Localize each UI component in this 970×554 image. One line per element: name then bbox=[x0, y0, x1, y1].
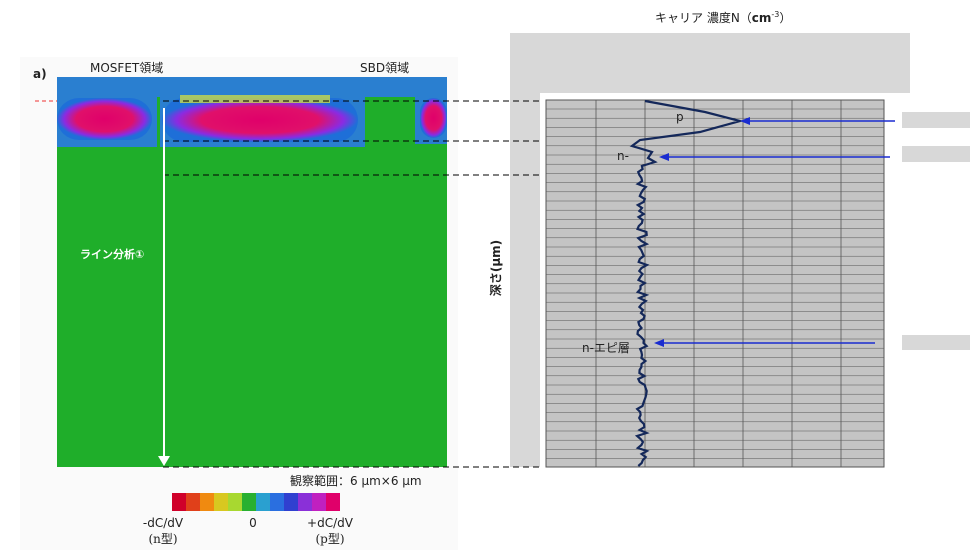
region-label: MOSFET領域 bbox=[90, 60, 163, 75]
side-band bbox=[510, 33, 540, 467]
line-label: ライン分析① bbox=[80, 247, 144, 261]
colorbar-cell bbox=[186, 493, 200, 511]
colorbar-type: (p型) bbox=[315, 532, 344, 546]
colorbar-cell bbox=[214, 493, 228, 511]
colorbar-label: 0 bbox=[249, 516, 257, 530]
colorbar-cell bbox=[326, 493, 340, 511]
p-well bbox=[57, 98, 152, 140]
label-box bbox=[902, 146, 970, 162]
layer-label: n- bbox=[617, 149, 629, 163]
colorbar-cell bbox=[172, 493, 186, 511]
figure: a) MOSFET領域 SBD領域 ライン分析① 観察範囲：6 μm×6 μm … bbox=[0, 0, 970, 550]
colorbar-label: -dC/dV bbox=[143, 516, 184, 530]
label-box bbox=[902, 112, 970, 128]
surface bbox=[180, 95, 330, 103]
panel-label: a) bbox=[33, 67, 47, 81]
colorbar-cell bbox=[200, 493, 214, 511]
colorbar-cell bbox=[242, 493, 256, 511]
colorbar-cell bbox=[284, 493, 298, 511]
label-box bbox=[902, 335, 970, 350]
p-well bbox=[162, 98, 358, 142]
x-axis-label: キャリア 濃度N（cm-3） bbox=[655, 10, 791, 25]
colorbar-cell bbox=[312, 493, 326, 511]
colorbar-label: +dC/dV bbox=[307, 516, 354, 530]
region-label: SBD領域 bbox=[360, 60, 409, 75]
colorbar-cell bbox=[228, 493, 242, 511]
layer-label: n-エピ層 bbox=[582, 341, 630, 355]
y-axis-label: 深さ(μm) bbox=[488, 240, 503, 296]
colorbar-type: (n型) bbox=[148, 532, 177, 546]
observation: 観察範囲：6 μm×6 μm bbox=[290, 473, 422, 488]
top-band bbox=[510, 33, 910, 93]
layer-label: p bbox=[676, 110, 684, 124]
p-well bbox=[420, 98, 447, 138]
colorbar-cell bbox=[256, 493, 270, 511]
colorbar-cell bbox=[270, 493, 284, 511]
colorbar bbox=[172, 493, 340, 511]
colorbar-cell bbox=[298, 493, 312, 511]
